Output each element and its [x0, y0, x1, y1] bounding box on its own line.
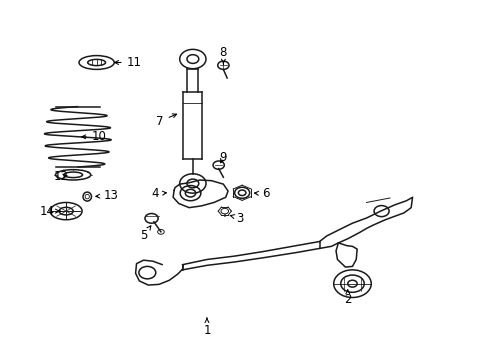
Text: 9: 9: [219, 151, 226, 164]
Text: 6: 6: [254, 187, 269, 200]
Text: 14: 14: [40, 204, 61, 217]
Text: 11: 11: [114, 56, 142, 69]
Text: 2: 2: [344, 290, 351, 306]
Text: 8: 8: [219, 46, 226, 64]
Text: 4: 4: [151, 187, 166, 200]
Text: 7: 7: [156, 114, 176, 128]
Text: 13: 13: [96, 189, 118, 202]
Text: 5: 5: [140, 226, 150, 242]
Text: 10: 10: [81, 130, 106, 143]
Text: 1: 1: [203, 318, 210, 337]
Text: 3: 3: [230, 212, 243, 225]
Text: 12: 12: [54, 170, 69, 183]
